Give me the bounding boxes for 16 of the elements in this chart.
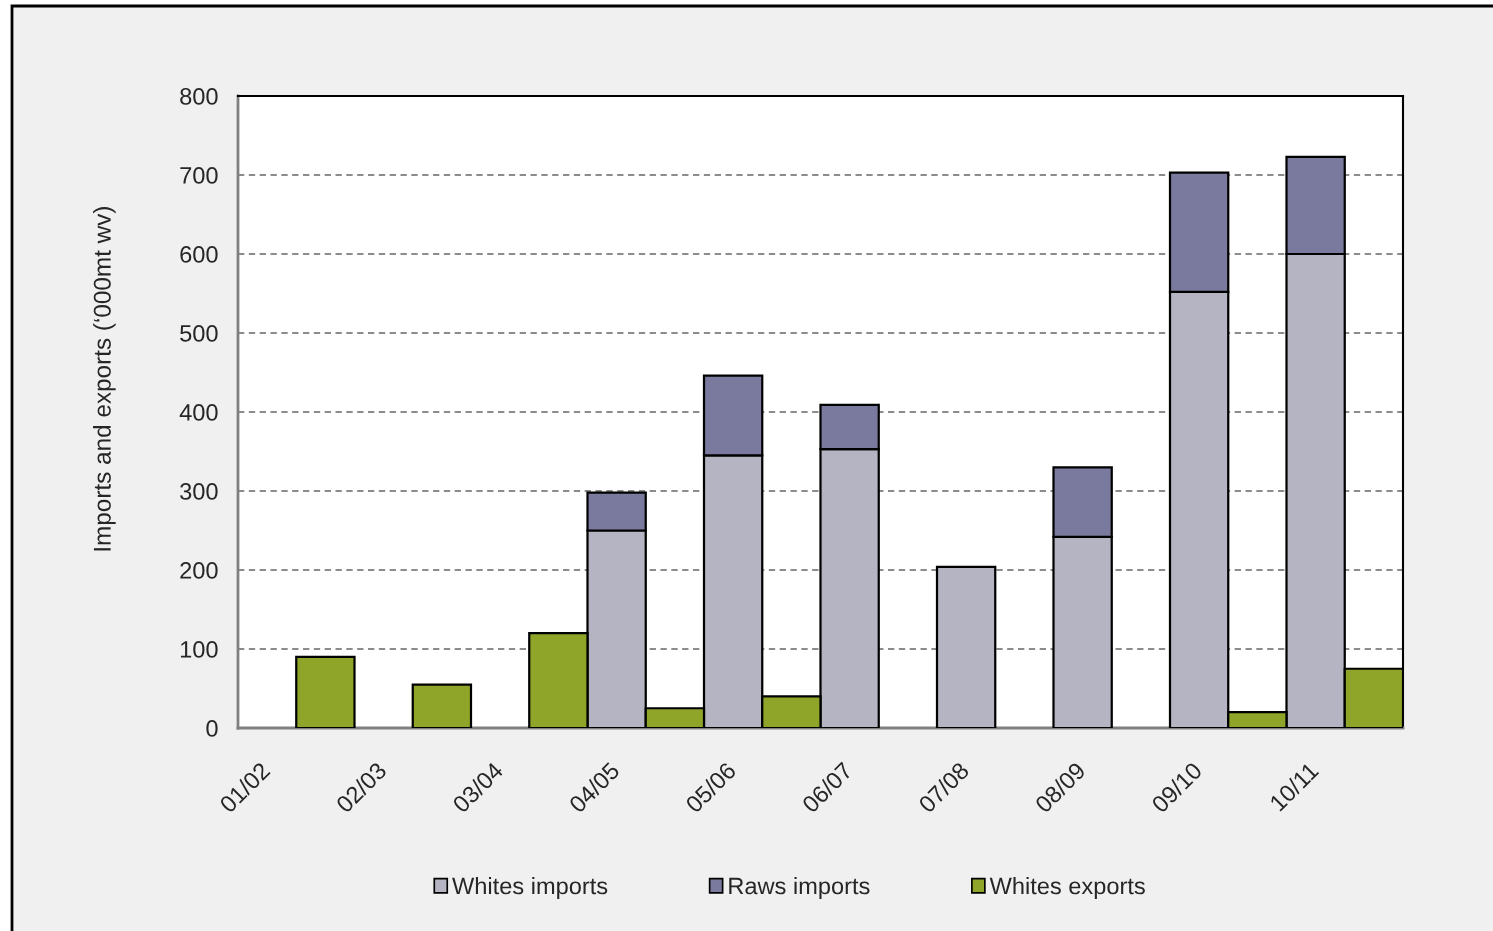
legend-label: Whites exports <box>989 876 1145 900</box>
y-tick-label: 500 <box>180 325 218 342</box>
y-tick-label: 800 <box>180 88 218 105</box>
bar <box>411 683 473 728</box>
bar <box>295 655 356 728</box>
legend-label: Raws imports <box>729 876 870 900</box>
y-tick-label: 600 <box>180 246 218 263</box>
y-tick-label: 0 <box>206 720 218 737</box>
y-axis-title: Imports and exports (‘000mt wv) <box>93 207 116 551</box>
legend-label: Whites imports <box>452 876 608 900</box>
y-tick-label: 200 <box>180 562 218 579</box>
y-tick-label: 300 <box>180 483 218 500</box>
y-tick-label: 100 <box>180 641 218 658</box>
bar <box>935 565 997 728</box>
y-tick-label: 400 <box>179 404 218 421</box>
y-tick-label: 700 <box>180 167 218 184</box>
